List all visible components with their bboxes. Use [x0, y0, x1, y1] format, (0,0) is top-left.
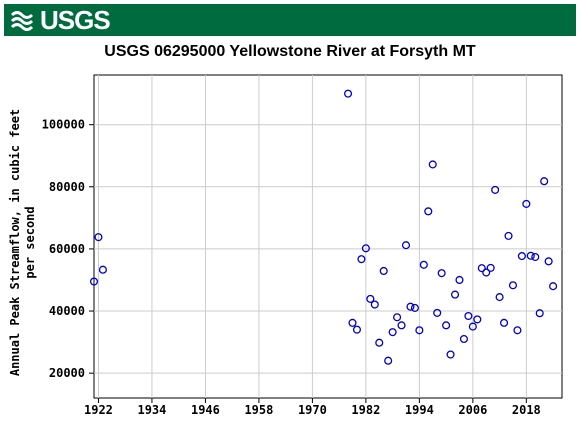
y-axis-label: Annual Peak Streamflow, in cubic feet — [8, 109, 22, 376]
data-point — [379, 266, 388, 276]
data-point — [544, 257, 553, 266]
data-point — [450, 290, 460, 299]
usgs-banner: USGS — [4, 4, 576, 36]
data-point — [428, 160, 437, 169]
data-point — [455, 275, 464, 285]
data-point — [464, 311, 473, 321]
data-point — [482, 268, 491, 277]
data-point — [549, 282, 558, 291]
y-tick-label: 20000 — [49, 366, 85, 380]
data-point — [94, 233, 103, 242]
data-point — [361, 244, 370, 253]
data-point — [393, 313, 402, 322]
data-point — [98, 265, 107, 274]
data-point — [473, 315, 482, 324]
data-point — [446, 350, 455, 359]
chart-title: USGS 06295000 Yellowstone River at Forsy… — [104, 43, 476, 60]
data-point — [89, 277, 99, 286]
data-point — [344, 89, 353, 98]
data-point — [459, 334, 468, 344]
x-axis: 1922 1934 1946 1958 1970 1982 1994 2006 2018 — [84, 398, 541, 417]
data-point — [508, 281, 518, 290]
data-point — [424, 207, 433, 216]
y-tick-label: 40000 — [49, 304, 85, 318]
x-tick-label: 2018 — [512, 403, 541, 417]
data-point — [410, 303, 419, 312]
data-point — [531, 252, 540, 262]
y-tick-label: 80000 — [49, 180, 85, 194]
data-point — [397, 321, 406, 330]
data-point — [522, 199, 531, 208]
data-point — [401, 241, 411, 250]
x-tick-label: 2006 — [458, 403, 487, 417]
grid-lines — [94, 75, 562, 398]
data-point — [406, 302, 415, 311]
data-point — [540, 177, 549, 186]
usgs-logo-text: USGS — [40, 5, 111, 35]
x-tick-label: 1982 — [351, 403, 380, 417]
data-point — [348, 318, 357, 327]
usgs-logo[interactable]: USGS — [10, 5, 111, 35]
data-point — [419, 260, 428, 269]
data-point — [477, 264, 486, 273]
x-tick-label: 1922 — [84, 403, 113, 417]
data-point — [526, 251, 535, 260]
data-point — [517, 252, 526, 261]
data-point — [491, 185, 500, 194]
x-tick-label: 1958 — [244, 403, 273, 417]
data-point — [388, 328, 397, 337]
data-point — [375, 338, 384, 347]
data-point — [384, 356, 393, 365]
data-point — [357, 255, 366, 264]
data-point — [468, 322, 477, 331]
data-point — [504, 231, 513, 240]
data-point — [513, 326, 522, 335]
x-tick-label: 1934 — [137, 403, 166, 417]
x-tick-label: 1994 — [405, 403, 434, 417]
data-point — [433, 308, 442, 317]
y-tick-label: 60000 — [49, 242, 85, 256]
x-tick-label: 1946 — [191, 403, 220, 417]
data-series — [89, 89, 558, 365]
data-point — [352, 325, 362, 334]
data-point — [495, 293, 504, 302]
data-point — [437, 269, 446, 278]
y-axis: 20000 40000 60000 80000 100000 — [42, 118, 94, 380]
data-point — [486, 263, 495, 272]
data-point — [500, 318, 509, 327]
data-point — [366, 294, 375, 303]
usgs-wave-icon — [10, 11, 34, 31]
y-axis-label-line2: per second — [23, 206, 37, 278]
plot-area — [93, 74, 563, 399]
x-tick-label: 1970 — [298, 403, 327, 417]
data-point — [415, 326, 424, 335]
y-tick-label: 100000 — [42, 118, 85, 132]
data-point — [370, 300, 379, 309]
data-point — [442, 321, 451, 330]
data-point — [535, 309, 544, 318]
